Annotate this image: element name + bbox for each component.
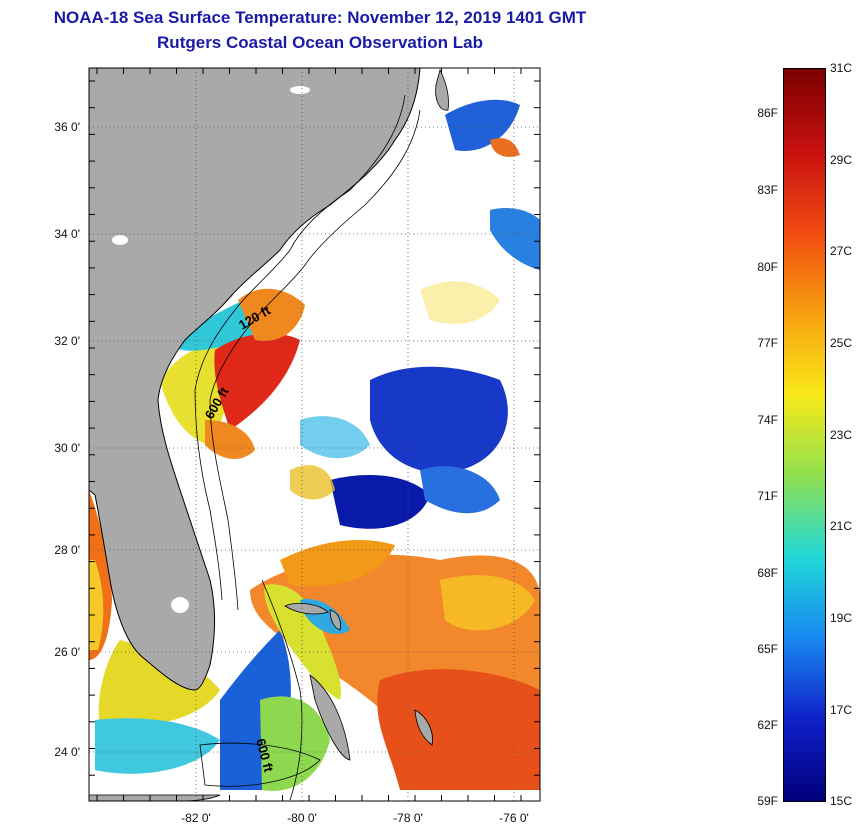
lat-tick-label: 26 0' (54, 645, 80, 659)
colorbar-c-label: 19C (830, 611, 853, 625)
colorbar-f-label: 65F (757, 642, 778, 656)
colorbar-c-label: 17C (830, 703, 853, 717)
map-frame (88, 67, 541, 802)
colorbar-c-label: 31C (830, 61, 853, 75)
colorbar-f-label: 59F (757, 794, 778, 808)
colorbar-c-label: 29C (830, 153, 853, 167)
lat-tick-label: 24 0' (54, 745, 80, 759)
longitude-axis: -82 0' -80 0' -78 0' -76 0' (181, 811, 529, 825)
latitude-axis: 36 0' 34 0' 32 0' 30 0' 28 0' 26 0' 24 0… (54, 120, 80, 759)
lat-tick-label: 32 0' (54, 334, 80, 348)
colorbar-f-label: 62F (757, 718, 778, 732)
colorbar-c-label: 27C (830, 244, 853, 258)
colorbar-f-label: 68F (757, 566, 778, 580)
lon-tick-label: -82 0' (181, 811, 211, 825)
lon-tick-label: -78 0' (393, 811, 423, 825)
colorbar-c-label: 21C (830, 519, 853, 533)
sst-imagery (89, 68, 540, 801)
colorbar-c-label: 25C (830, 336, 853, 350)
lat-tick-label: 34 0' (54, 227, 80, 241)
map-title: NOAA-18 Sea Surface Temperature: Novembe… (53, 8, 587, 27)
colorbar-f-label: 71F (757, 489, 778, 503)
colorbar-f-label: 74F (757, 413, 778, 427)
lon-tick-label: -80 0' (287, 811, 317, 825)
colorbar-f-label: 80F (757, 260, 778, 274)
frame-ticks (89, 68, 540, 801)
colorbar-f-label: 86F (757, 106, 778, 120)
map-subtitle: Rutgers Coastal Ocean Observation Lab (157, 33, 483, 52)
lat-tick-label: 30 0' (54, 441, 80, 455)
colorbar-c-label: 23C (830, 428, 853, 442)
colorbar-f-label: 83F (757, 183, 778, 197)
lat-tick-label: 28 0' (54, 543, 80, 557)
lon-tick-label: -76 0' (499, 811, 529, 825)
lat-tick-label: 36 0' (54, 120, 80, 134)
colorbar-c-label: 15C (830, 794, 853, 808)
colorbar-f-label: 77F (757, 336, 778, 350)
temperature-colorbar (783, 68, 826, 802)
